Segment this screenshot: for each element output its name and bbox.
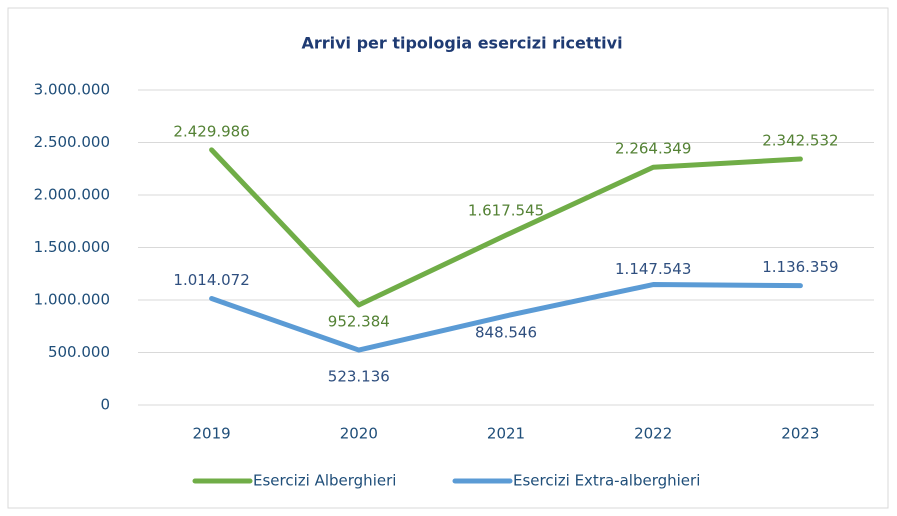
legend-label: Esercizi Alberghieri: [253, 472, 396, 490]
series-line: [209, 282, 803, 353]
y-tick-label: 2.000.000: [34, 186, 110, 204]
data-label: 2.429.986: [173, 122, 249, 140]
y-tick-label: 500.000: [48, 343, 110, 361]
chart-frame: [7, 7, 889, 509]
data-label: 1.136.359: [762, 258, 838, 276]
data-label: 523.136: [328, 368, 390, 386]
data-label: 1.617.545: [468, 202, 544, 220]
y-tick-label: 2.500.000: [34, 133, 110, 151]
x-tick-label: 2023: [781, 425, 819, 443]
data-label: 952.384: [328, 312, 390, 330]
series-line: [209, 147, 803, 308]
data-label: 2.264.349: [615, 140, 691, 158]
data-label: 1.014.072: [173, 271, 249, 289]
data-label: 1.147.543: [615, 260, 691, 278]
y-tick-label: 3.000.000: [34, 81, 110, 99]
chart-title: Arrivi per tipologia esercizi ricettivi: [301, 34, 622, 53]
y-tick-label: 0: [100, 396, 110, 414]
x-tick-label: 2019: [193, 425, 231, 443]
data-label: 2.342.532: [762, 132, 838, 150]
x-tick-label: 2021: [487, 425, 525, 443]
data-label: 848.546: [475, 323, 537, 341]
x-tick-label: 2020: [340, 425, 378, 443]
legend-label: Esercizi Extra-alberghieri: [513, 472, 700, 490]
x-tick-label: 2022: [634, 425, 672, 443]
y-tick-label: 1.500.000: [34, 238, 110, 256]
y-tick-label: 1.000.000: [34, 291, 110, 309]
